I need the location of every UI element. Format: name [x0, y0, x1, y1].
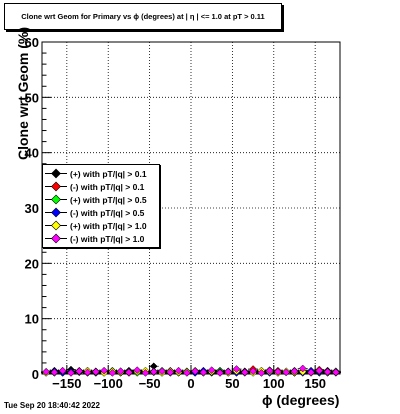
data-point [100, 366, 108, 375]
legend-entry: (+) with pT/|q| > 1.0 [43, 219, 161, 232]
data-point [42, 367, 50, 376]
data-point [183, 369, 191, 377]
legend-marker-icon [45, 181, 67, 192]
y-tick-label: 30 [25, 201, 39, 216]
data-point [116, 367, 125, 376]
legend-marker-icon [45, 194, 67, 205]
data-point [166, 368, 175, 377]
data-point [265, 366, 274, 375]
data-point [75, 367, 84, 376]
x-tick-label: 100 [263, 376, 285, 391]
data-point [133, 366, 142, 374]
data-point [232, 365, 241, 373]
data-point [149, 367, 158, 376]
data-point [274, 367, 282, 376]
data-point [224, 367, 233, 376]
chart-title: Clone wrt Geom for Primary vs ϕ (degrees… [4, 3, 282, 30]
legend-label: (+) with pT/|q| > 0.5 [70, 194, 147, 205]
y-tick-label: 10 [25, 312, 39, 327]
data-point [290, 367, 299, 376]
data-point [141, 369, 150, 377]
y-tick-label: 50 [25, 90, 39, 105]
data-point [199, 368, 208, 377]
data-point [257, 369, 266, 377]
x-tick-label: −50 [139, 376, 161, 391]
data-point [67, 369, 75, 377]
legend-entry: (-) with pT/|q| > 0.5 [43, 206, 161, 219]
x-tick-label: −150 [52, 376, 81, 391]
point-layer [41, 362, 341, 377]
x-axis-label: ϕ (degrees) [262, 392, 340, 408]
legend-marker-icon [45, 168, 67, 179]
data-point [58, 366, 67, 375]
data-point [307, 368, 315, 377]
x-tick-label: 0 [187, 376, 194, 391]
data-point [282, 368, 291, 377]
y-axis-label: Clone wrt Geom (%) [15, 26, 31, 160]
legend-entry: (-) with pT/|q| > 0.1 [43, 180, 161, 193]
data-point [50, 368, 59, 377]
legend-entry: (+) with pT/|q| > 0.1 [43, 167, 161, 180]
legend-marker-icon [45, 233, 67, 244]
data-point [332, 368, 340, 377]
data-point [298, 364, 307, 373]
data-point [240, 368, 249, 377]
timestamp: Tue Sep 20 18:40:42 2022 [4, 401, 100, 410]
data-point [216, 369, 224, 377]
x-tick-label: −100 [94, 376, 123, 391]
data-point [315, 366, 324, 375]
data-point [323, 367, 332, 376]
x-tick-label: 150 [304, 376, 326, 391]
tick-label-layer: −150 −100 −50 0 50 100 150 0 10 20 30 40 50 60 [25, 35, 326, 391]
legend-marker-icon [45, 220, 67, 231]
y-tick-label: 0 [32, 367, 39, 382]
data-point [174, 366, 183, 375]
legend: (+) with pT/|q| > 0.1 (-) with pT/|q| > … [42, 164, 160, 248]
y-tick-label: 40 [25, 146, 39, 161]
data-point [191, 367, 199, 376]
data-point [207, 366, 216, 374]
data-point [108, 369, 117, 377]
data-point [91, 367, 100, 376]
x-tick-label: 50 [225, 376, 239, 391]
legend-label: (+) with pT/|q| > 1.0 [70, 220, 147, 231]
legend-entry: (+) with pT/|q| > 0.5 [43, 193, 161, 206]
legend-label: (-) with pT/|q| > 1.0 [70, 233, 145, 244]
data-point [158, 367, 166, 376]
data-point [83, 368, 92, 377]
data-point [125, 368, 133, 377]
grid-layer [42, 42, 340, 374]
legend-marker-icon [45, 207, 67, 218]
y-tick-label: 20 [25, 256, 39, 271]
legend-label: (-) with pT/|q| > 0.1 [70, 181, 145, 192]
data-point [249, 367, 257, 376]
legend-label: (+) with pT/|q| > 0.1 [70, 168, 147, 179]
y-tick-label: 60 [25, 35, 39, 50]
legend-label: (-) with pT/|q| > 0.5 [70, 207, 145, 218]
legend-entry: (-) with pT/|q| > 1.0 [43, 232, 161, 245]
